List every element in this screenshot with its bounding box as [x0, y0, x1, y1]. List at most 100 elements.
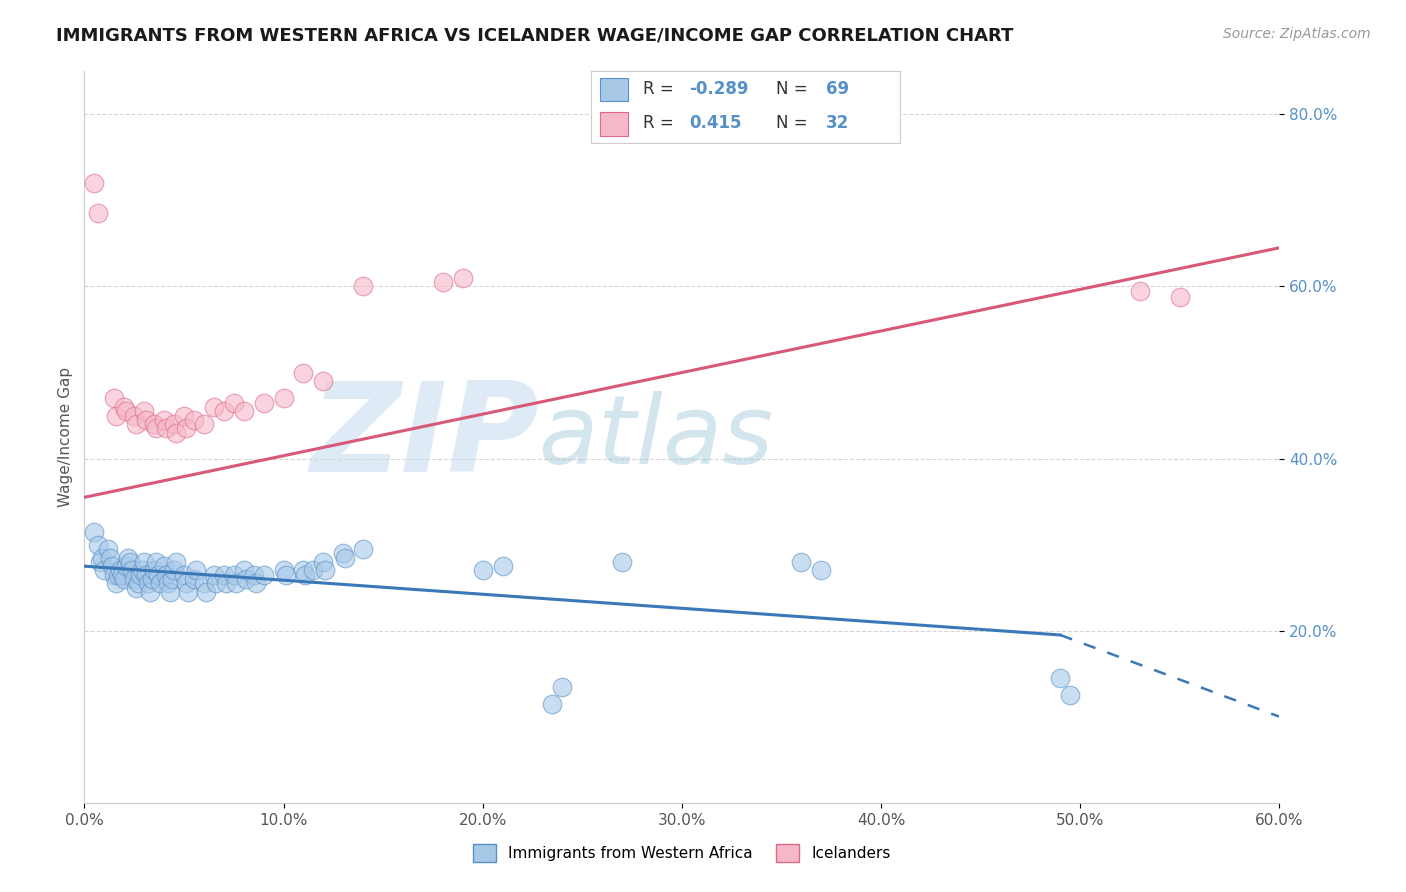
Point [245, 576, 267, 591]
Point [471, 564, 494, 578]
Point [155, 567, 177, 582]
Point [292, 564, 315, 578]
Text: N =: N = [776, 80, 813, 98]
Bar [600, 112, 627, 136]
Text: 32: 32 [825, 114, 849, 132]
Text: atlas: atlas [538, 391, 773, 483]
Point [1129, 284, 1152, 298]
Point [232, 404, 254, 418]
Point [292, 366, 315, 380]
Point [274, 567, 297, 582]
Point [183, 413, 205, 427]
Point [193, 417, 215, 432]
Point [153, 413, 176, 427]
Point [145, 421, 167, 435]
Point [115, 559, 138, 574]
Point [105, 576, 128, 591]
Point [173, 567, 195, 582]
Point [253, 567, 276, 582]
Point [136, 576, 159, 591]
Point [103, 567, 125, 582]
Legend: Immigrants from Western Africa, Icelanders: Immigrants from Western Africa, Icelande… [467, 838, 897, 868]
Point [135, 413, 157, 427]
Point [222, 395, 245, 409]
Point [121, 564, 143, 578]
Point [1049, 671, 1071, 685]
Point [432, 275, 454, 289]
Y-axis label: Wage/Income Gap: Wage/Income Gap [58, 367, 73, 508]
Point [202, 567, 225, 582]
Point [163, 417, 186, 432]
Text: R =: R = [643, 114, 679, 132]
Point [232, 564, 254, 578]
Point [107, 567, 129, 582]
Text: 69: 69 [825, 80, 849, 98]
Point [242, 567, 264, 582]
Point [551, 680, 574, 694]
Point [202, 400, 225, 414]
Point [212, 404, 235, 418]
Point [335, 550, 357, 565]
Point [222, 567, 245, 582]
Point [273, 564, 295, 578]
Point [312, 555, 335, 569]
Point [153, 559, 176, 574]
Point [253, 395, 276, 409]
Point [215, 576, 238, 591]
Point [141, 572, 163, 586]
Point [451, 271, 474, 285]
Point [101, 559, 124, 574]
Point [105, 409, 128, 423]
Point [177, 585, 200, 599]
Point [155, 421, 177, 435]
Point [312, 374, 335, 388]
Point [612, 555, 634, 569]
Text: N =: N = [776, 114, 813, 132]
Point [112, 572, 135, 586]
Point [132, 555, 156, 569]
Point [205, 576, 228, 591]
Point [115, 404, 138, 418]
Point [159, 585, 181, 599]
Point [127, 576, 149, 591]
Point [174, 421, 197, 435]
Point [132, 404, 156, 418]
Point [235, 572, 257, 586]
Point [91, 550, 114, 565]
Point [302, 564, 325, 578]
Point [112, 400, 135, 414]
Point [120, 555, 142, 569]
Point [212, 567, 235, 582]
Point [173, 409, 195, 423]
Text: ZIP: ZIP [309, 376, 538, 498]
Point [122, 572, 145, 586]
Point [117, 550, 139, 565]
Text: IMMIGRANTS FROM WESTERN AFRICA VS ICELANDER WAGE/INCOME GAP CORRELATION CHART: IMMIGRANTS FROM WESTERN AFRICA VS ICELAN… [56, 27, 1014, 45]
Point [122, 409, 145, 423]
Point [87, 206, 110, 220]
Point [184, 564, 207, 578]
Text: 0.415: 0.415 [689, 114, 742, 132]
Point [160, 572, 183, 586]
Text: Source: ZipAtlas.com: Source: ZipAtlas.com [1223, 27, 1371, 41]
Point [146, 567, 169, 582]
Point [193, 576, 215, 591]
Point [810, 564, 832, 578]
Point [273, 392, 295, 406]
Point [129, 567, 152, 582]
Point [125, 417, 148, 432]
Point [97, 541, 120, 556]
Point [143, 564, 166, 578]
Point [131, 564, 153, 578]
Point [125, 581, 148, 595]
Point [165, 425, 187, 440]
Point [332, 546, 354, 560]
Point [135, 567, 157, 582]
Point [1059, 688, 1081, 702]
Point [1168, 290, 1191, 304]
Point [83, 524, 105, 539]
Point [93, 564, 115, 578]
Point [111, 567, 134, 582]
Point [314, 564, 336, 578]
Point [294, 567, 316, 582]
